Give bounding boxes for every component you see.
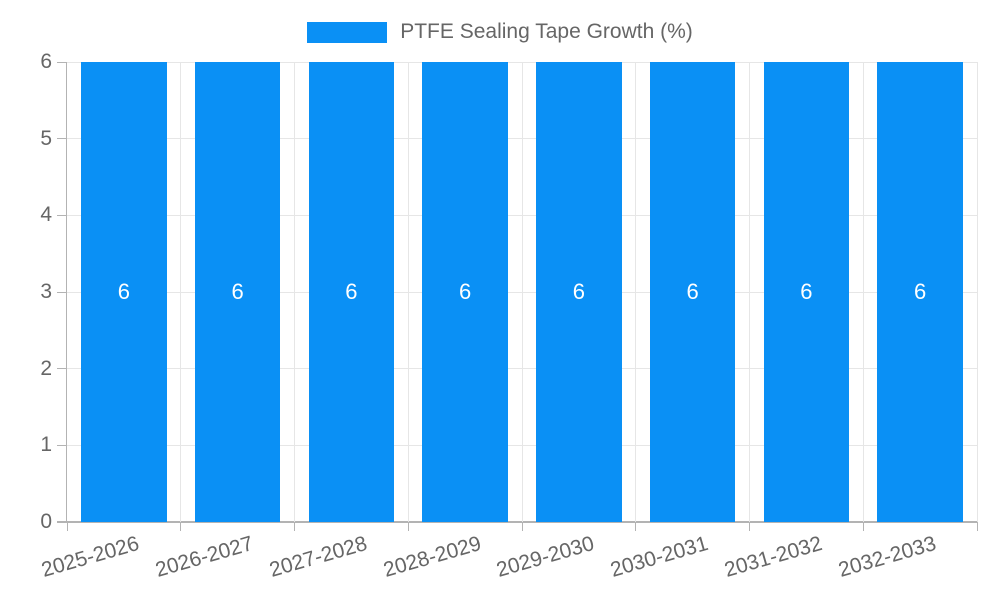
- x-axis-tick-mark: [976, 523, 978, 531]
- y-axis-tick-label: 0: [40, 510, 52, 533]
- bar-2029-2030[interactable]: [536, 62, 622, 522]
- x-axis-tick-mark: [749, 523, 750, 531]
- y-axis-tick-mark: [57, 368, 67, 370]
- y-axis-tick-mark: [57, 291, 67, 293]
- x-axis-tick-label: 2031-2032: [721, 532, 825, 582]
- x-axis-tick-mark: [635, 523, 637, 531]
- x-axis-tick-label: 2028-2029: [380, 532, 484, 582]
- x-axis-tick-label: 2025-2026: [39, 532, 143, 582]
- y-axis-tick-label: 5: [40, 126, 52, 150]
- y-axis-tick-mark: [57, 138, 67, 140]
- y-axis-line: [66, 62, 67, 523]
- x-axis-tick-mark: [521, 523, 523, 531]
- x-axis-tick-label: 2029-2030: [494, 532, 598, 582]
- legend-swatch: [307, 21, 388, 43]
- y-axis-tick-mark: [57, 61, 67, 63]
- y-axis-tick-label: 3: [40, 280, 52, 303]
- y-axis-tick-mark: [57, 444, 67, 446]
- bar-2030-2031[interactable]: [649, 62, 736, 522]
- bar-2026-2027[interactable]: [194, 62, 281, 522]
- x-axis-tick-mark: [180, 523, 182, 531]
- bar-2027-2028[interactable]: [308, 62, 395, 522]
- x-axis-tick-label: 2030-2031: [608, 532, 711, 582]
- x-axis-line: [57, 521, 978, 523]
- x-axis-tick-label: 2027-2028: [266, 532, 370, 582]
- gridline-vertical: [180, 62, 182, 522]
- x-axis-tick-mark: [862, 523, 864, 531]
- gridline-vertical: [521, 62, 523, 522]
- bar-2028-2029[interactable]: [422, 62, 508, 522]
- bar-2025-2026[interactable]: [81, 62, 167, 522]
- gridline-vertical: [635, 62, 637, 522]
- y-axis-tick-label: 4: [40, 203, 52, 227]
- chart-legend[interactable]: PTFE Sealing Tape Growth (%): [0, 20, 1000, 44]
- bar-2032-2033[interactable]: [877, 62, 963, 522]
- gridline-vertical: [862, 62, 864, 522]
- gridline-vertical: [407, 62, 409, 522]
- bar-2031-2032[interactable]: [763, 62, 850, 522]
- gridline-vertical: [294, 62, 295, 522]
- x-axis-tick-label: 2026-2027: [153, 532, 256, 582]
- gridline-vertical: [976, 62, 978, 522]
- x-axis-tick-label: 2032-2033: [835, 532, 939, 582]
- gridline-vertical: [749, 62, 750, 522]
- y-axis-tick-label: 2: [40, 356, 52, 380]
- y-axis-tick-label: 1: [40, 433, 52, 457]
- x-axis-tick-mark: [294, 523, 295, 531]
- legend-label: PTFE Sealing Tape Growth (%): [400, 20, 693, 43]
- x-axis-tick-mark: [66, 523, 68, 531]
- x-axis-tick-mark: [407, 523, 409, 531]
- y-axis-tick-mark: [57, 521, 67, 523]
- y-axis-tick-label: 6: [40, 50, 52, 73]
- y-axis-tick-mark: [57, 214, 67, 216]
